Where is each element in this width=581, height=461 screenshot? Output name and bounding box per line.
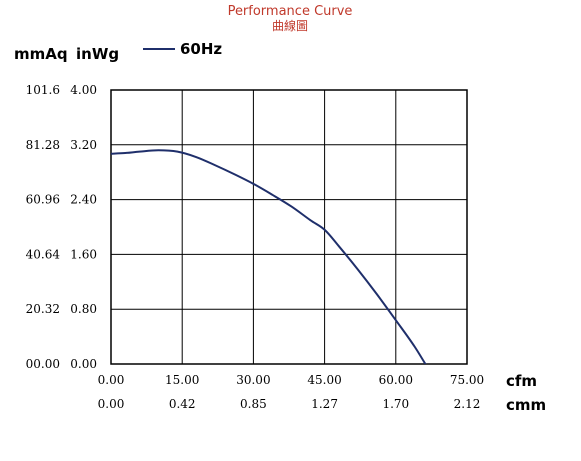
x-tick-label-cmm: 0.42 bbox=[169, 397, 196, 411]
y-tick-label-inwg: 0.80 bbox=[70, 302, 97, 316]
y-tick-label-inwg: 4.00 bbox=[70, 83, 97, 97]
chart-title: Performance Curve bbox=[228, 4, 353, 19]
y-tick-label-mmaq: 60.96 bbox=[26, 193, 60, 207]
x-tick-label-cfm: 30.00 bbox=[236, 373, 270, 387]
y-tick-label-mmaq: 20.32 bbox=[26, 302, 60, 316]
y-tick-label-mmaq: 40.64 bbox=[26, 247, 61, 261]
x-tick-label-cmm: 0.85 bbox=[240, 397, 267, 411]
x-tick-labels: 0.00 0.00 15.00 0.42 30.00 0.85 45.00 1.27 60.00… bbox=[98, 373, 485, 411]
x-unit-primary-label: cfm bbox=[506, 372, 537, 390]
y-tick-label-inwg: 3.20 bbox=[70, 138, 97, 152]
x-tick-label-cmm: 1.70 bbox=[382, 397, 409, 411]
y-tick-label-mmaq: 00.00 bbox=[26, 357, 60, 371]
x-tick-label-cmm: 2.12 bbox=[454, 397, 481, 411]
x-tick-label-cfm: 15.00 bbox=[165, 373, 199, 387]
y-tick-label-mmaq: 81.28 bbox=[26, 138, 60, 152]
x-unit-secondary-label: cmm bbox=[506, 396, 546, 414]
x-tick-label-cmm: 1.27 bbox=[311, 397, 338, 411]
series-60hz-line bbox=[111, 149, 427, 364]
y-unit-secondary-label: inWg bbox=[76, 45, 119, 63]
y-unit-primary-label: mmAq bbox=[14, 45, 68, 63]
x-tick-label-cfm: 75.00 bbox=[450, 373, 484, 387]
legend-label-60hz: 60Hz bbox=[180, 40, 222, 58]
y-tick-label-inwg: 0.00 bbox=[70, 357, 97, 371]
x-tick-label-cmm: 0.00 bbox=[98, 397, 125, 411]
y-tick-label-inwg: 2.40 bbox=[70, 193, 97, 207]
grid bbox=[111, 90, 467, 364]
x-tick-label-cfm: 45.00 bbox=[307, 373, 341, 387]
plot-frame bbox=[110, 89, 468, 365]
x-tick-label-cfm: 60.00 bbox=[379, 373, 413, 387]
y-tick-label-mmaq: 101.6 bbox=[26, 83, 60, 97]
x-tick-label-cfm: 0.00 bbox=[98, 373, 125, 387]
y-tick-labels: 00.00 0.00 20.32 0.80 40.64 1.60 60.96 2.40 81.2… bbox=[26, 83, 97, 371]
y-tick-label-inwg: 1.60 bbox=[70, 247, 97, 261]
chart-subtitle: 曲線圖 bbox=[272, 18, 308, 33]
